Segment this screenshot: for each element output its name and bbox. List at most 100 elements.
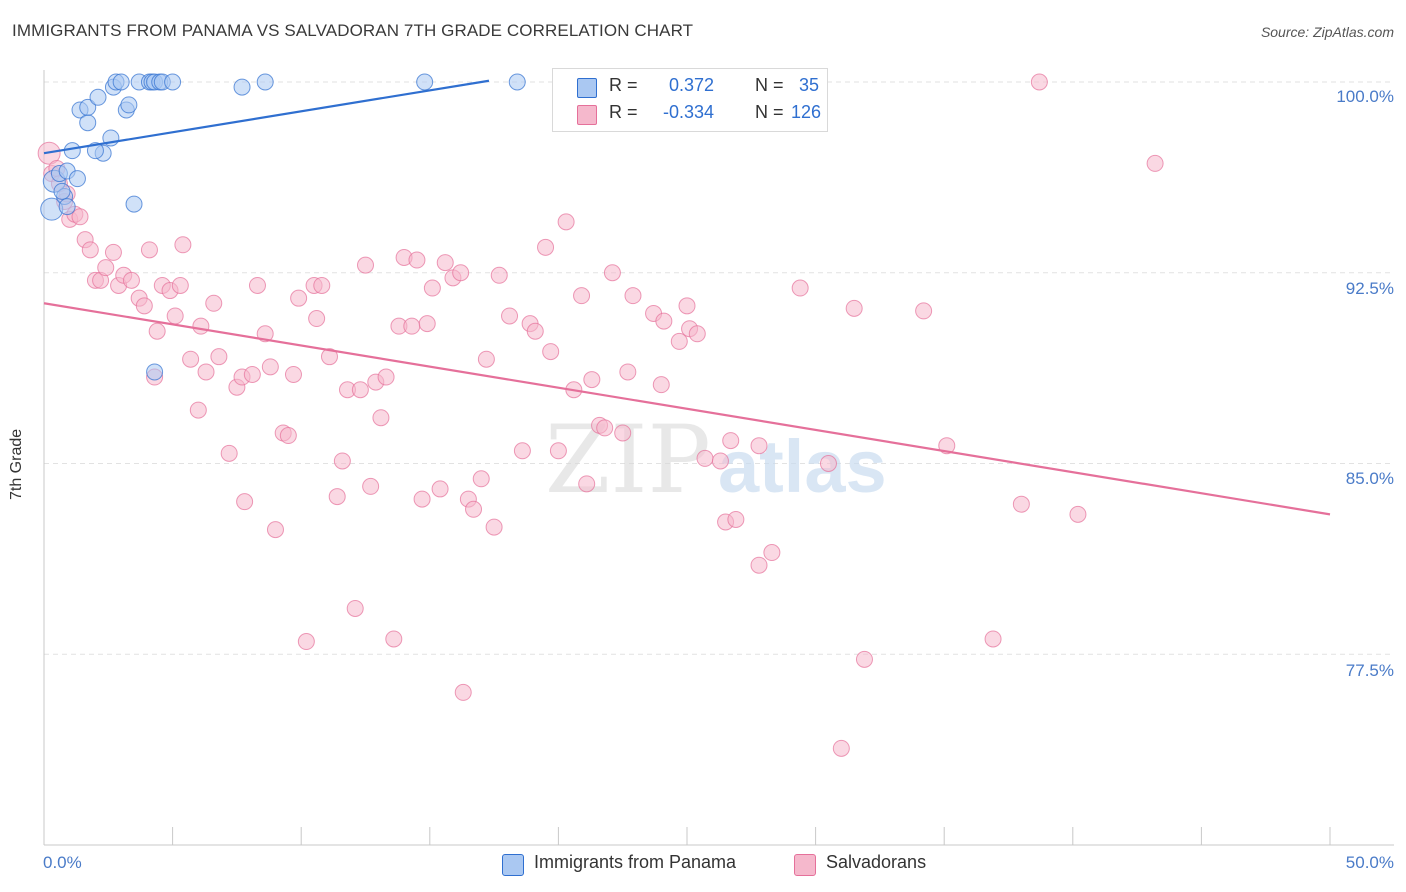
point-salvadoran xyxy=(652,376,670,394)
point-salvadoran xyxy=(557,213,575,231)
chart-title: IMMIGRANTS FROM PANAMA VS SALVADORAN 7TH… xyxy=(12,21,694,40)
point-salvadoran xyxy=(248,276,266,294)
point-panama xyxy=(58,198,76,216)
point-salvadoran xyxy=(333,452,351,470)
point-salvadoran xyxy=(722,432,740,450)
trend-line-salvadorans xyxy=(43,302,1331,516)
axes xyxy=(43,70,1394,846)
point-salvadoran xyxy=(573,287,591,305)
trend-lines xyxy=(43,79,1331,516)
point-salvadoran xyxy=(357,256,374,274)
point-salvadoran xyxy=(385,630,403,648)
point-salvadoran xyxy=(236,493,254,511)
point-salvadoran xyxy=(855,650,873,668)
point-salvadoran xyxy=(655,312,673,330)
point-salvadoran xyxy=(490,266,508,284)
point-salvadoran xyxy=(372,409,390,427)
point-salvadoran xyxy=(243,365,261,383)
point-salvadoran xyxy=(122,271,140,289)
point-salvadoran xyxy=(750,556,768,574)
point-salvadoran xyxy=(477,350,495,368)
x-tick-label-max: 50.0% xyxy=(1345,853,1394,872)
correlation-legend: R = 0.372 N = 35 R = -0.334 N = 126 xyxy=(552,68,828,132)
point-salvadoran xyxy=(377,368,395,386)
point-salvadoran xyxy=(140,241,158,259)
point-salvadoran xyxy=(984,630,1002,648)
point-salvadoran xyxy=(688,325,706,343)
point-salvadoran xyxy=(266,521,284,539)
point-salvadoran xyxy=(501,307,519,325)
chart-source: Source: ZipAtlas.com xyxy=(1260,24,1394,40)
point-panama xyxy=(120,96,138,114)
point-salvadoran xyxy=(104,243,122,261)
x-tick-label-min: 0.0% xyxy=(43,853,82,872)
point-salvadoran xyxy=(313,276,331,294)
point-panama xyxy=(79,98,97,116)
point-salvadoran xyxy=(320,348,338,366)
y-tick-label: 100.0% xyxy=(1336,87,1394,106)
point-salvadoran xyxy=(578,475,596,493)
point-salvadoran xyxy=(192,317,210,335)
point-salvadoran xyxy=(750,437,768,455)
point-panama xyxy=(63,142,81,160)
y-tick-label: 92.5% xyxy=(1345,279,1394,298)
point-salvadoran xyxy=(472,470,490,488)
legend-n-label: N = xyxy=(755,102,784,122)
point-salvadoran xyxy=(308,310,326,328)
point-salvadoran xyxy=(408,251,426,269)
point-salvadoran xyxy=(603,264,621,282)
legend-n-value: 35 xyxy=(799,75,820,95)
point-salvadoran xyxy=(1069,505,1087,523)
legend-swatch-pink xyxy=(577,105,597,125)
point-salvadoran xyxy=(220,444,238,462)
point-salvadoran xyxy=(485,518,503,536)
point-salvadoran xyxy=(727,510,745,528)
point-salvadoran xyxy=(431,480,449,498)
point-panama xyxy=(79,114,97,132)
point-salvadoran xyxy=(832,739,850,757)
legend-n-value: 126 xyxy=(791,102,822,122)
point-salvadoran xyxy=(346,599,364,617)
point-salvadoran xyxy=(205,294,223,312)
point-salvadoran xyxy=(619,363,637,381)
point-salvadoran xyxy=(189,401,207,419)
point-salvadoran xyxy=(413,490,431,508)
point-salvadoran xyxy=(465,500,483,518)
point-panama xyxy=(86,142,104,160)
point-salvadoran xyxy=(915,302,933,320)
point-salvadoran xyxy=(1146,154,1164,172)
point-salvadoran xyxy=(791,279,809,297)
point-salvadoran xyxy=(182,350,200,368)
y-tick-label: 77.5% xyxy=(1345,661,1394,680)
legend-r-label: R = xyxy=(609,75,638,95)
point-salvadoran xyxy=(362,477,380,495)
data-points xyxy=(37,73,1164,757)
point-panama xyxy=(89,88,107,106)
point-salvadoran xyxy=(279,427,297,445)
point-salvadoran xyxy=(526,322,544,340)
point-salvadoran xyxy=(174,236,192,254)
legend-swatch-blue xyxy=(577,78,597,98)
legend-r-label: R = xyxy=(609,102,638,122)
point-salvadoran xyxy=(614,424,632,442)
point-salvadoran xyxy=(210,348,228,366)
point-salvadoran xyxy=(284,365,302,383)
y-tick-label: 85.0% xyxy=(1345,469,1394,488)
point-salvadoran xyxy=(290,289,308,307)
point-salvadoran xyxy=(624,287,642,305)
point-panama xyxy=(256,73,274,91)
point-salvadoran xyxy=(454,683,472,701)
point-salvadoran xyxy=(670,332,688,350)
point-salvadoran xyxy=(549,442,567,460)
point-salvadoran xyxy=(297,633,315,651)
point-salvadoran xyxy=(537,238,555,256)
point-salvadoran xyxy=(135,297,153,315)
point-salvadoran xyxy=(166,307,184,325)
point-salvadoran xyxy=(819,455,837,472)
point-salvadoran xyxy=(81,241,99,259)
point-salvadoran xyxy=(711,452,729,470)
watermark: ZIP atlas xyxy=(545,406,887,515)
point-salvadoran xyxy=(452,264,470,282)
watermark-zip: ZIP xyxy=(545,406,711,515)
legend-r-value: 0.372 xyxy=(669,75,715,95)
